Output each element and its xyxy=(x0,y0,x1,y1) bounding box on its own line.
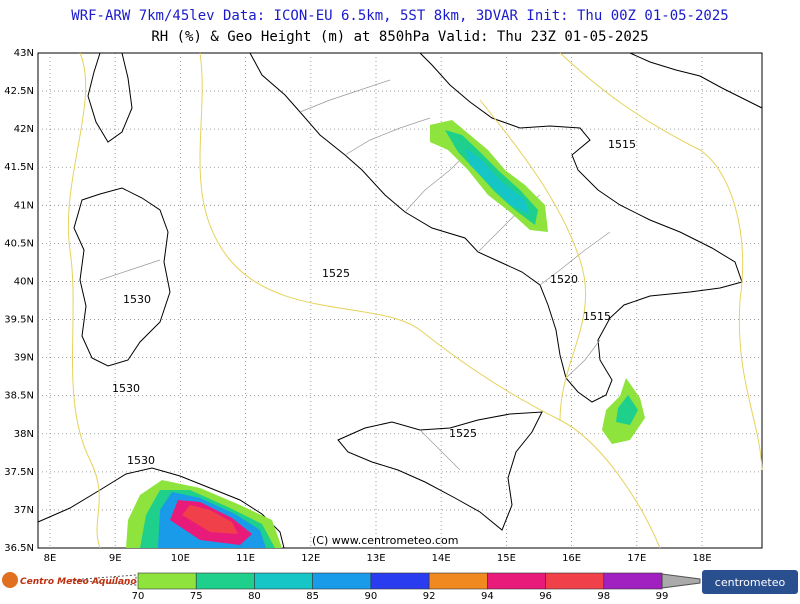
height-contour xyxy=(559,52,763,471)
coastline-italy xyxy=(249,52,743,403)
colorbar-label: 99 xyxy=(656,591,669,600)
contour-label: 1530 xyxy=(112,382,140,395)
colorbar-swatch xyxy=(487,572,546,590)
contour-label: 1515 xyxy=(583,310,611,323)
map-frame xyxy=(37,52,763,549)
regional-borders xyxy=(99,79,611,471)
grid xyxy=(38,53,762,548)
lat-label: 42N xyxy=(14,124,34,135)
lat-label: 40.5N xyxy=(4,238,34,249)
lat-label: 40N xyxy=(14,276,34,287)
colorbar-swatch xyxy=(370,572,430,590)
lat-label: 39N xyxy=(14,353,34,364)
height-contour xyxy=(199,52,661,549)
lat-label: 41N xyxy=(14,200,34,211)
colorbar-swatch xyxy=(195,572,255,590)
lon-label: 11E xyxy=(236,553,255,564)
axis-labels: 43N 42.5N 42N 41.5N 41N 40.5N 40N 39.5N 39N 38.5N… xyxy=(4,48,711,564)
colorbar-arrow xyxy=(69,574,137,586)
lat-label: 36.5N xyxy=(4,543,34,554)
colorbar-swatch xyxy=(545,572,605,590)
coastline-corsica xyxy=(87,52,133,143)
lon-label: 8E xyxy=(44,553,57,564)
logo-text: centrometeo xyxy=(715,576,786,589)
logo-icon xyxy=(2,572,18,588)
contour-label: 1530 xyxy=(127,454,155,467)
colorbar-label: 96 xyxy=(539,591,552,600)
logo-box xyxy=(702,570,798,594)
lat-label: 37N xyxy=(14,505,34,516)
colorbar-swatch xyxy=(428,572,488,590)
lat-label: 38.5N xyxy=(4,391,34,402)
contour-label: 1530 xyxy=(123,293,151,306)
lon-label: 14E xyxy=(432,553,451,564)
contour-label: 1525 xyxy=(322,267,350,280)
lon-label: 18E xyxy=(692,553,711,564)
lat-label: 43N xyxy=(14,48,34,59)
colorbar-swatch xyxy=(137,572,197,590)
lon-label: 12E xyxy=(301,553,320,564)
colorbar-label: 75 xyxy=(190,591,203,600)
lat-label: 37.5N xyxy=(4,467,34,478)
rh-area xyxy=(616,395,638,425)
colorbar-swatch xyxy=(312,572,372,590)
copyright: (C) www.centrometeo.com xyxy=(312,534,458,547)
logo-left: Centro Meteo Aquilano xyxy=(2,572,137,588)
rh-area xyxy=(182,505,238,534)
height-contour xyxy=(67,52,101,549)
lat-label: 39.5N xyxy=(4,315,34,326)
lon-label: 17E xyxy=(627,553,646,564)
colorbar-swatch xyxy=(603,572,663,590)
coastline-sardinia xyxy=(73,187,171,367)
colorbar-label: 80 xyxy=(248,591,261,600)
colorbar: 70 75 80 85 90 92 94 96 98 99 xyxy=(69,572,701,602)
lat-label: 42.5N xyxy=(4,86,34,97)
colorbar-swatch xyxy=(254,572,313,590)
header-subtitle: RH (%) & Geo Height (m) at 850hPa Valid:… xyxy=(151,29,648,45)
lat-label: 38N xyxy=(14,429,34,440)
header-title: WRF-ARW 7km/45lev Data: ICON-EU 6.5km, 5… xyxy=(71,8,728,24)
contour-label: 1515 xyxy=(608,138,636,151)
colorbar-label: 70 xyxy=(132,591,145,600)
lon-label: 16E xyxy=(562,553,581,564)
coastline-balkans xyxy=(629,52,763,109)
lon-label: 9E xyxy=(109,553,122,564)
logo-right: centrometeo xyxy=(702,570,798,594)
logo-text: Centro Meteo Aquilano xyxy=(20,577,137,587)
colorbar-label: 92 xyxy=(423,591,436,600)
height-contour xyxy=(479,99,587,421)
contour-label: 1525 xyxy=(449,427,477,440)
coastline-tunisia xyxy=(37,467,285,549)
colorbar-arrow xyxy=(661,573,701,589)
contour-label: 1520 xyxy=(550,273,578,286)
colorbar-label: 85 xyxy=(306,591,319,600)
colorbar-label: 90 xyxy=(365,591,378,600)
lon-label: 13E xyxy=(366,553,385,564)
rh-area xyxy=(465,148,530,215)
lon-label: 15E xyxy=(497,553,516,564)
colorbar-label: 98 xyxy=(597,591,610,600)
lat-label: 41.5N xyxy=(4,162,34,173)
lon-label: 10E xyxy=(171,553,190,564)
map: 1515 1525 1520 1530 1515 1530 1525 1530 (C) www… xyxy=(37,52,763,549)
colorbar-label: 94 xyxy=(481,591,494,600)
coastline-sicily xyxy=(337,411,543,531)
contour-labels: 1515 1525 1520 1530 1515 1530 1525 1530 xyxy=(112,138,636,467)
